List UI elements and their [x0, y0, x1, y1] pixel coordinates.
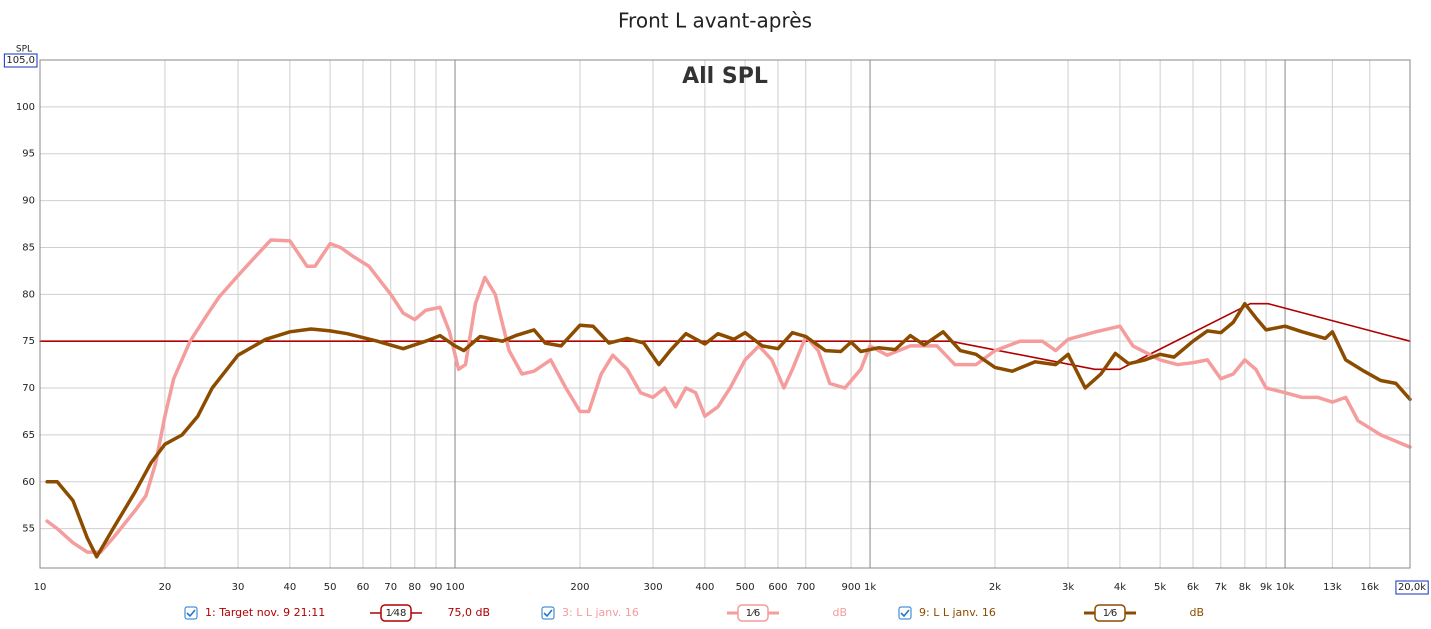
x-tick-label: 200 [570, 582, 589, 593]
x-tick-label: 7k [1215, 582, 1227, 593]
checkmark [186, 609, 196, 618]
smoothing-label[interactable]: 1⁄6 [1103, 608, 1117, 619]
offset-label[interactable]: dB [832, 606, 847, 619]
tick-box [1395, 580, 1429, 595]
x-tick-label: 13k [1323, 582, 1342, 593]
legend-checkbox[interactable] [184, 606, 198, 620]
y-tick-label: 55 [22, 524, 35, 535]
x-tick-label: 90 [430, 582, 443, 593]
checkmark [543, 609, 553, 618]
x-tick-label: 5k [1154, 582, 1166, 593]
y-tick-label: 80 [22, 289, 35, 300]
x-tick-label: 4k [1114, 582, 1126, 593]
x-tick-label: 500 [736, 582, 755, 593]
legend-checkbox[interactable] [898, 606, 912, 620]
y-tick-label: 60 [22, 477, 35, 488]
tick-box [3, 53, 38, 68]
legend-item: 1: Target nov. 9 21:11 1⁄48 75,0 dB [184, 604, 490, 622]
x-tick-label: 300 [643, 582, 662, 593]
series-line [45, 301, 1412, 559]
smoothing-label[interactable]: 1⁄48 [386, 608, 407, 619]
x-tick-label: 1k [864, 582, 876, 593]
x-tick-label: 40 [284, 582, 297, 593]
x-tick-label: 700 [796, 582, 815, 593]
x-tick-label: 20 [159, 582, 172, 593]
x-tick-label: 70 [384, 582, 397, 593]
x-tick-label: 10k [1276, 582, 1295, 593]
legend-item: 9: L L janv. 16 1⁄6 dB [898, 604, 1204, 622]
y-tick-label: 75 [22, 336, 35, 347]
x-tick-label: 100 [445, 582, 464, 593]
legend-label[interactable]: 9: L L janv. 16 [919, 606, 996, 619]
x-tick-label: 3k [1062, 582, 1074, 593]
y-tick-label: 100 [16, 102, 35, 113]
legend: 1: Target nov. 9 21:11 1⁄48 75,0 dB 3: L L … [184, 604, 1204, 622]
x-tick-label: 30 [232, 582, 245, 593]
plot-frame [39, 59, 1411, 569]
chart-title: Front L avant-après [618, 9, 812, 33]
x-tick-label: 8k [1239, 582, 1251, 593]
offset-label[interactable]: dB [1189, 606, 1204, 619]
y-tick-label: 95 [22, 149, 35, 160]
subtitle: All SPL [682, 64, 768, 89]
checkmark [900, 609, 910, 618]
x-tick-label: 600 [768, 582, 787, 593]
y-tick-label: 90 [22, 196, 35, 207]
plot-lines [39, 238, 1412, 559]
x-tick-label: 6k [1187, 582, 1199, 593]
x-tick-label: 50 [324, 582, 337, 593]
y-tick-label: 70 [22, 383, 35, 394]
x-tick-label: 16k [1361, 582, 1380, 593]
series-line [45, 238, 1412, 554]
x-tick-label: 80 [408, 582, 421, 593]
smoothing-box[interactable] [1094, 604, 1126, 622]
y-tick-label: 65 [22, 430, 35, 441]
x-tick-label: 60 [357, 582, 370, 593]
smoothing-label[interactable]: 1⁄6 [746, 608, 760, 619]
x-tick-label: 900 [842, 582, 861, 593]
legend-label[interactable]: 1: Target nov. 9 21:11 [205, 606, 325, 619]
y-tick-label: 85 [22, 242, 35, 253]
y-axis-label: SPL [16, 45, 32, 55]
x-tick-label: 10 [34, 582, 47, 593]
x-tick-label: 400 [695, 582, 714, 593]
offset-label[interactable]: 75,0 dB [447, 606, 490, 619]
x-tick-label: 9k [1260, 582, 1272, 593]
x-tick-label: 2k [989, 582, 1001, 593]
y-tick-label: 105,0 [6, 55, 35, 66]
legend-label[interactable]: 3: L L janv. 16 [562, 606, 639, 619]
x-tick-label: 20,0k [1398, 582, 1426, 593]
legend-checkbox[interactable] [541, 606, 555, 620]
smoothing-box[interactable] [737, 604, 769, 622]
smoothing-box[interactable] [380, 604, 412, 622]
legend-item: 3: L L janv. 16 1⁄6 dB [541, 604, 847, 622]
